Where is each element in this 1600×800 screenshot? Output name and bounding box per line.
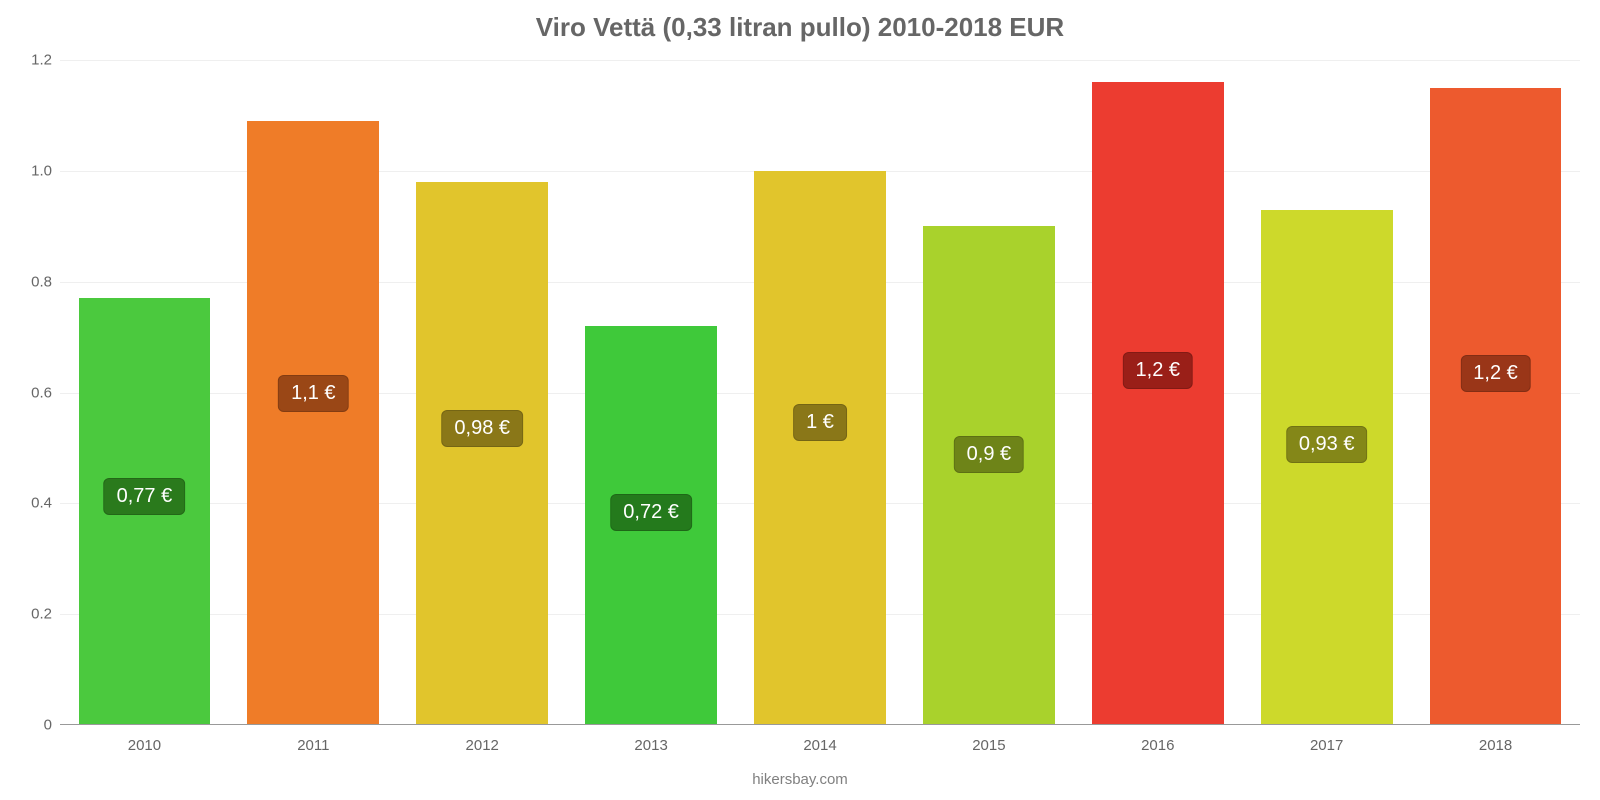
x-tick-label: 2010 bbox=[128, 737, 161, 754]
bar: 0,77 € bbox=[79, 298, 211, 725]
y-tick-label: 0 bbox=[12, 717, 52, 734]
x-axis-line bbox=[60, 724, 1580, 725]
x-tick-label: 2016 bbox=[1141, 737, 1174, 754]
bar: 0,72 € bbox=[585, 326, 717, 725]
bar: 0,9 € bbox=[923, 226, 1055, 725]
bar-value-label: 0,72 € bbox=[610, 494, 692, 531]
bar-value-label: 1,2 € bbox=[1460, 355, 1530, 392]
chart-container: Viro Vettä (0,33 litran pullo) 2010-2018… bbox=[0, 0, 1600, 800]
y-tick-label: 1.0 bbox=[12, 162, 52, 179]
bar: 0,98 € bbox=[416, 182, 548, 725]
y-tick-label: 0.8 bbox=[12, 273, 52, 290]
x-tick-label: 2018 bbox=[1479, 737, 1512, 754]
bar: 1,2 € bbox=[1092, 82, 1224, 725]
bar-value-label: 0,98 € bbox=[441, 410, 523, 447]
bar-value-label: 0,77 € bbox=[104, 478, 186, 515]
x-tick-label: 2012 bbox=[466, 737, 499, 754]
bar-value-label: 1,2 € bbox=[1123, 352, 1193, 389]
chart-title: Viro Vettä (0,33 litran pullo) 2010-2018… bbox=[0, 12, 1600, 43]
bar: 1,2 € bbox=[1430, 88, 1562, 725]
plot-area: 0,77 € 1,1 € 0,98 € 0,72 € 1 € 0,9 € 1,2 € 0,93… bbox=[60, 60, 1580, 725]
y-tick-label: 0.2 bbox=[12, 606, 52, 623]
bar-value-label: 1,1 € bbox=[278, 375, 348, 412]
bar-value-label: 0,93 € bbox=[1286, 426, 1368, 463]
attribution-text: hikersbay.com bbox=[0, 771, 1600, 788]
x-tick-label: 2014 bbox=[803, 737, 836, 754]
bar: 1,1 € bbox=[247, 121, 379, 725]
bar: 0,93 € bbox=[1261, 210, 1393, 725]
y-tick-label: 0.4 bbox=[12, 495, 52, 512]
bars-layer: 0,77 € 1,1 € 0,98 € 0,72 € 1 € 0,9 € 1,2 € 0,93… bbox=[60, 60, 1580, 725]
y-tick-label: 1.2 bbox=[12, 52, 52, 69]
x-tick-label: 2013 bbox=[634, 737, 667, 754]
x-tick-label: 2015 bbox=[972, 737, 1005, 754]
x-tick-label: 2017 bbox=[1310, 737, 1343, 754]
bar-value-label: 1 € bbox=[793, 404, 847, 441]
x-tick-label: 2011 bbox=[297, 737, 329, 754]
bar-value-label: 0,9 € bbox=[954, 436, 1024, 473]
y-tick-label: 0.6 bbox=[12, 384, 52, 401]
bar: 1 € bbox=[754, 171, 886, 725]
